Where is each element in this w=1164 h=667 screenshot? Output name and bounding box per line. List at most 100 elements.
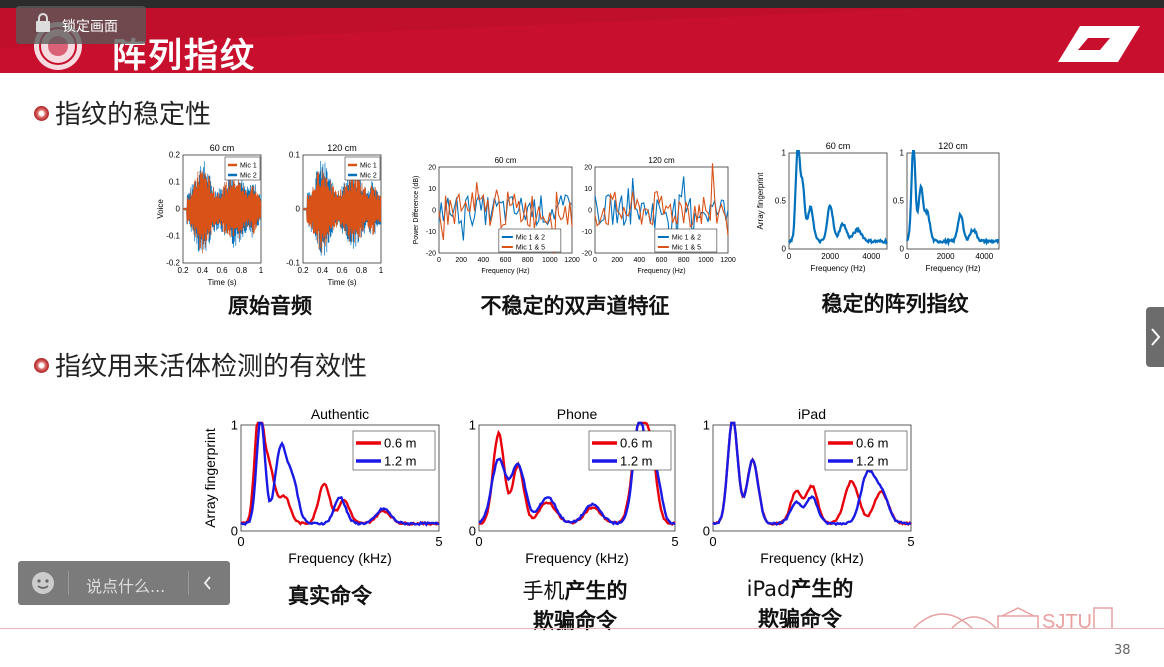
curve-1.2m	[478, 421, 676, 526]
caption-phone-spoof: 手机产生的 欺骗命令	[480, 576, 670, 636]
x-tick-label: 800	[678, 257, 690, 264]
legend-label: Mic 2	[360, 172, 377, 179]
y-tick-label: 0	[296, 205, 301, 214]
chevron-right-icon	[1151, 328, 1161, 346]
campus-logo: SJTU	[913, 607, 1113, 633]
stable-fingerprint-chart: 60 cm 0 2000 4000 1 0.5 0 Frequency (Hz) Array f…	[756, 141, 1000, 273]
fingerprint-curve	[788, 150, 888, 245]
bullet-icon	[34, 358, 49, 373]
caption-ipad-prefix: iPad	[746, 577, 791, 601]
chart-title: Phone	[557, 406, 598, 422]
chart-title: 120 cm	[327, 143, 357, 153]
x-tick-label: 0.2	[177, 266, 189, 275]
plot-frame	[906, 152, 1000, 250]
y-tick-label: 0.5	[893, 197, 905, 206]
legend-label: 1.2 m	[856, 453, 889, 468]
x-axis-label: Frequency (kHz)	[288, 550, 391, 566]
x-tick-label: 400	[477, 257, 489, 264]
bullet-effectiveness-text: 指纹用来活体检测的有效性	[55, 352, 368, 382]
y-axis-label: Power Difference (dB)	[413, 176, 420, 245]
comment-bar[interactable]: 说点什么...	[18, 561, 230, 605]
caption-phone-prefix: 手机	[522, 579, 565, 603]
x-tick-label: 0.4	[197, 266, 209, 275]
x-tick-label: 5	[907, 534, 914, 549]
x-tick-label: 5	[671, 534, 678, 549]
comment-divider	[68, 571, 69, 595]
y-tick-label: 20	[428, 164, 436, 171]
y-axis-label: Array fingerprint	[756, 172, 765, 230]
legend-label: Mic 1 & 2	[516, 234, 545, 241]
x-tick-label: 2000	[821, 252, 839, 261]
x-axis-label: Time (s)	[327, 278, 356, 287]
comment-divider	[188, 571, 189, 595]
y-tick-label: 0	[176, 205, 181, 214]
caption-raw-audio: 原始音频	[228, 294, 312, 318]
y-tick-label: 0.1	[289, 151, 301, 160]
mic1-5-diff-line	[594, 163, 729, 236]
y-axis-label: Array fingerprint	[203, 428, 218, 528]
x-tick-label: 0.8	[356, 266, 368, 275]
legend-label: Mic 2	[240, 172, 257, 179]
y-tick-label: 1	[469, 417, 476, 432]
y-tick-label: 20	[584, 164, 592, 171]
chevron-left-icon[interactable]	[200, 573, 216, 593]
y-tick-label: -0.2	[166, 259, 180, 268]
legend-label: Mic 1 & 5	[516, 244, 545, 251]
x-tick-label: 0	[237, 534, 244, 549]
curve-1.2m	[712, 421, 912, 527]
x-tick-label: 800	[522, 257, 534, 264]
legend-box	[824, 430, 908, 471]
caption-real-command: 真实命令	[288, 584, 372, 608]
x-axis-label: Frequency (kHz)	[525, 550, 628, 566]
y-axis-label: Voice	[156, 199, 165, 219]
slide-header: 阵列指纹	[0, 8, 1164, 76]
x-tick-label: 1000	[542, 257, 558, 264]
curve-1.2m	[240, 421, 440, 527]
x-tick-label: 1000	[698, 257, 714, 264]
x-tick-label: 200	[611, 257, 623, 264]
caption-phone-line2: 欺骗命令	[533, 609, 617, 633]
y-tick-label: 10	[428, 186, 436, 193]
bullet-stability: 指纹的稳定性	[34, 94, 211, 131]
legend-label: 1.2 m	[384, 453, 417, 468]
x-axis-label: Frequency (Hz)	[810, 264, 865, 273]
x-axis-label: Frequency (Hz)	[637, 268, 685, 275]
legend-label: Mic 1	[240, 162, 257, 169]
y-tick-label: 0	[469, 523, 476, 538]
bullet-stability-text: 指纹的稳定性	[55, 100, 212, 130]
bullet-icon	[34, 106, 49, 121]
legend-box	[352, 430, 436, 471]
next-slide-button[interactable]	[1146, 307, 1164, 367]
raw-audio-chart: 60 cm 0.2 0.4 0.6 0.8 1 0.2 0.1 0 -0.1 -0.2 Time (s…	[156, 143, 384, 287]
x-tick-label: 0	[475, 534, 482, 549]
chart-title: iPad	[798, 406, 826, 422]
y-tick-label: 10	[584, 186, 592, 193]
y-tick-label: -20	[582, 250, 592, 257]
stable-fingerprint-figure: 60 cm 0 2000 4000 1 0.5 0 Frequency (Hz) Array f…	[749, 139, 1009, 282]
lock-screen-button[interactable]: 锁定画面	[16, 6, 146, 44]
x-tick-label: 1	[379, 266, 384, 275]
legend-box	[588, 430, 672, 471]
y-tick-label: -0.1	[166, 232, 180, 241]
y-tick-label: 0.1	[169, 178, 181, 187]
legend-label: Mic 1 & 5	[672, 244, 701, 251]
emoji-icon[interactable]	[30, 570, 56, 596]
mic1-waveform	[182, 170, 262, 254]
chart-title: 60 cm	[210, 143, 235, 153]
x-tick-label: 200	[455, 257, 467, 264]
x-tick-label: 0.4	[317, 266, 329, 275]
x-axis-label: Frequency (Hz)	[481, 268, 529, 275]
chart-title: 120 cm	[938, 141, 968, 151]
mic1-2-diff-line	[594, 176, 729, 248]
power-difference-chart: 60 cm0 200 400 600 800 1000 120020100-10-20Fre…	[413, 156, 736, 275]
window-top-bar	[0, 0, 1164, 8]
x-tick-label: 0.6	[216, 266, 228, 275]
comment-input[interactable]: 说点什么...	[86, 577, 166, 596]
y-tick-label: -20	[426, 250, 436, 257]
y-tick-label: 0.5	[775, 197, 787, 206]
legend-box	[654, 228, 718, 253]
y-tick-label: -10	[426, 229, 436, 236]
bullet-effectiveness: 指纹用来活体检测的有效性	[34, 346, 367, 383]
page-number: 38	[1114, 643, 1131, 658]
